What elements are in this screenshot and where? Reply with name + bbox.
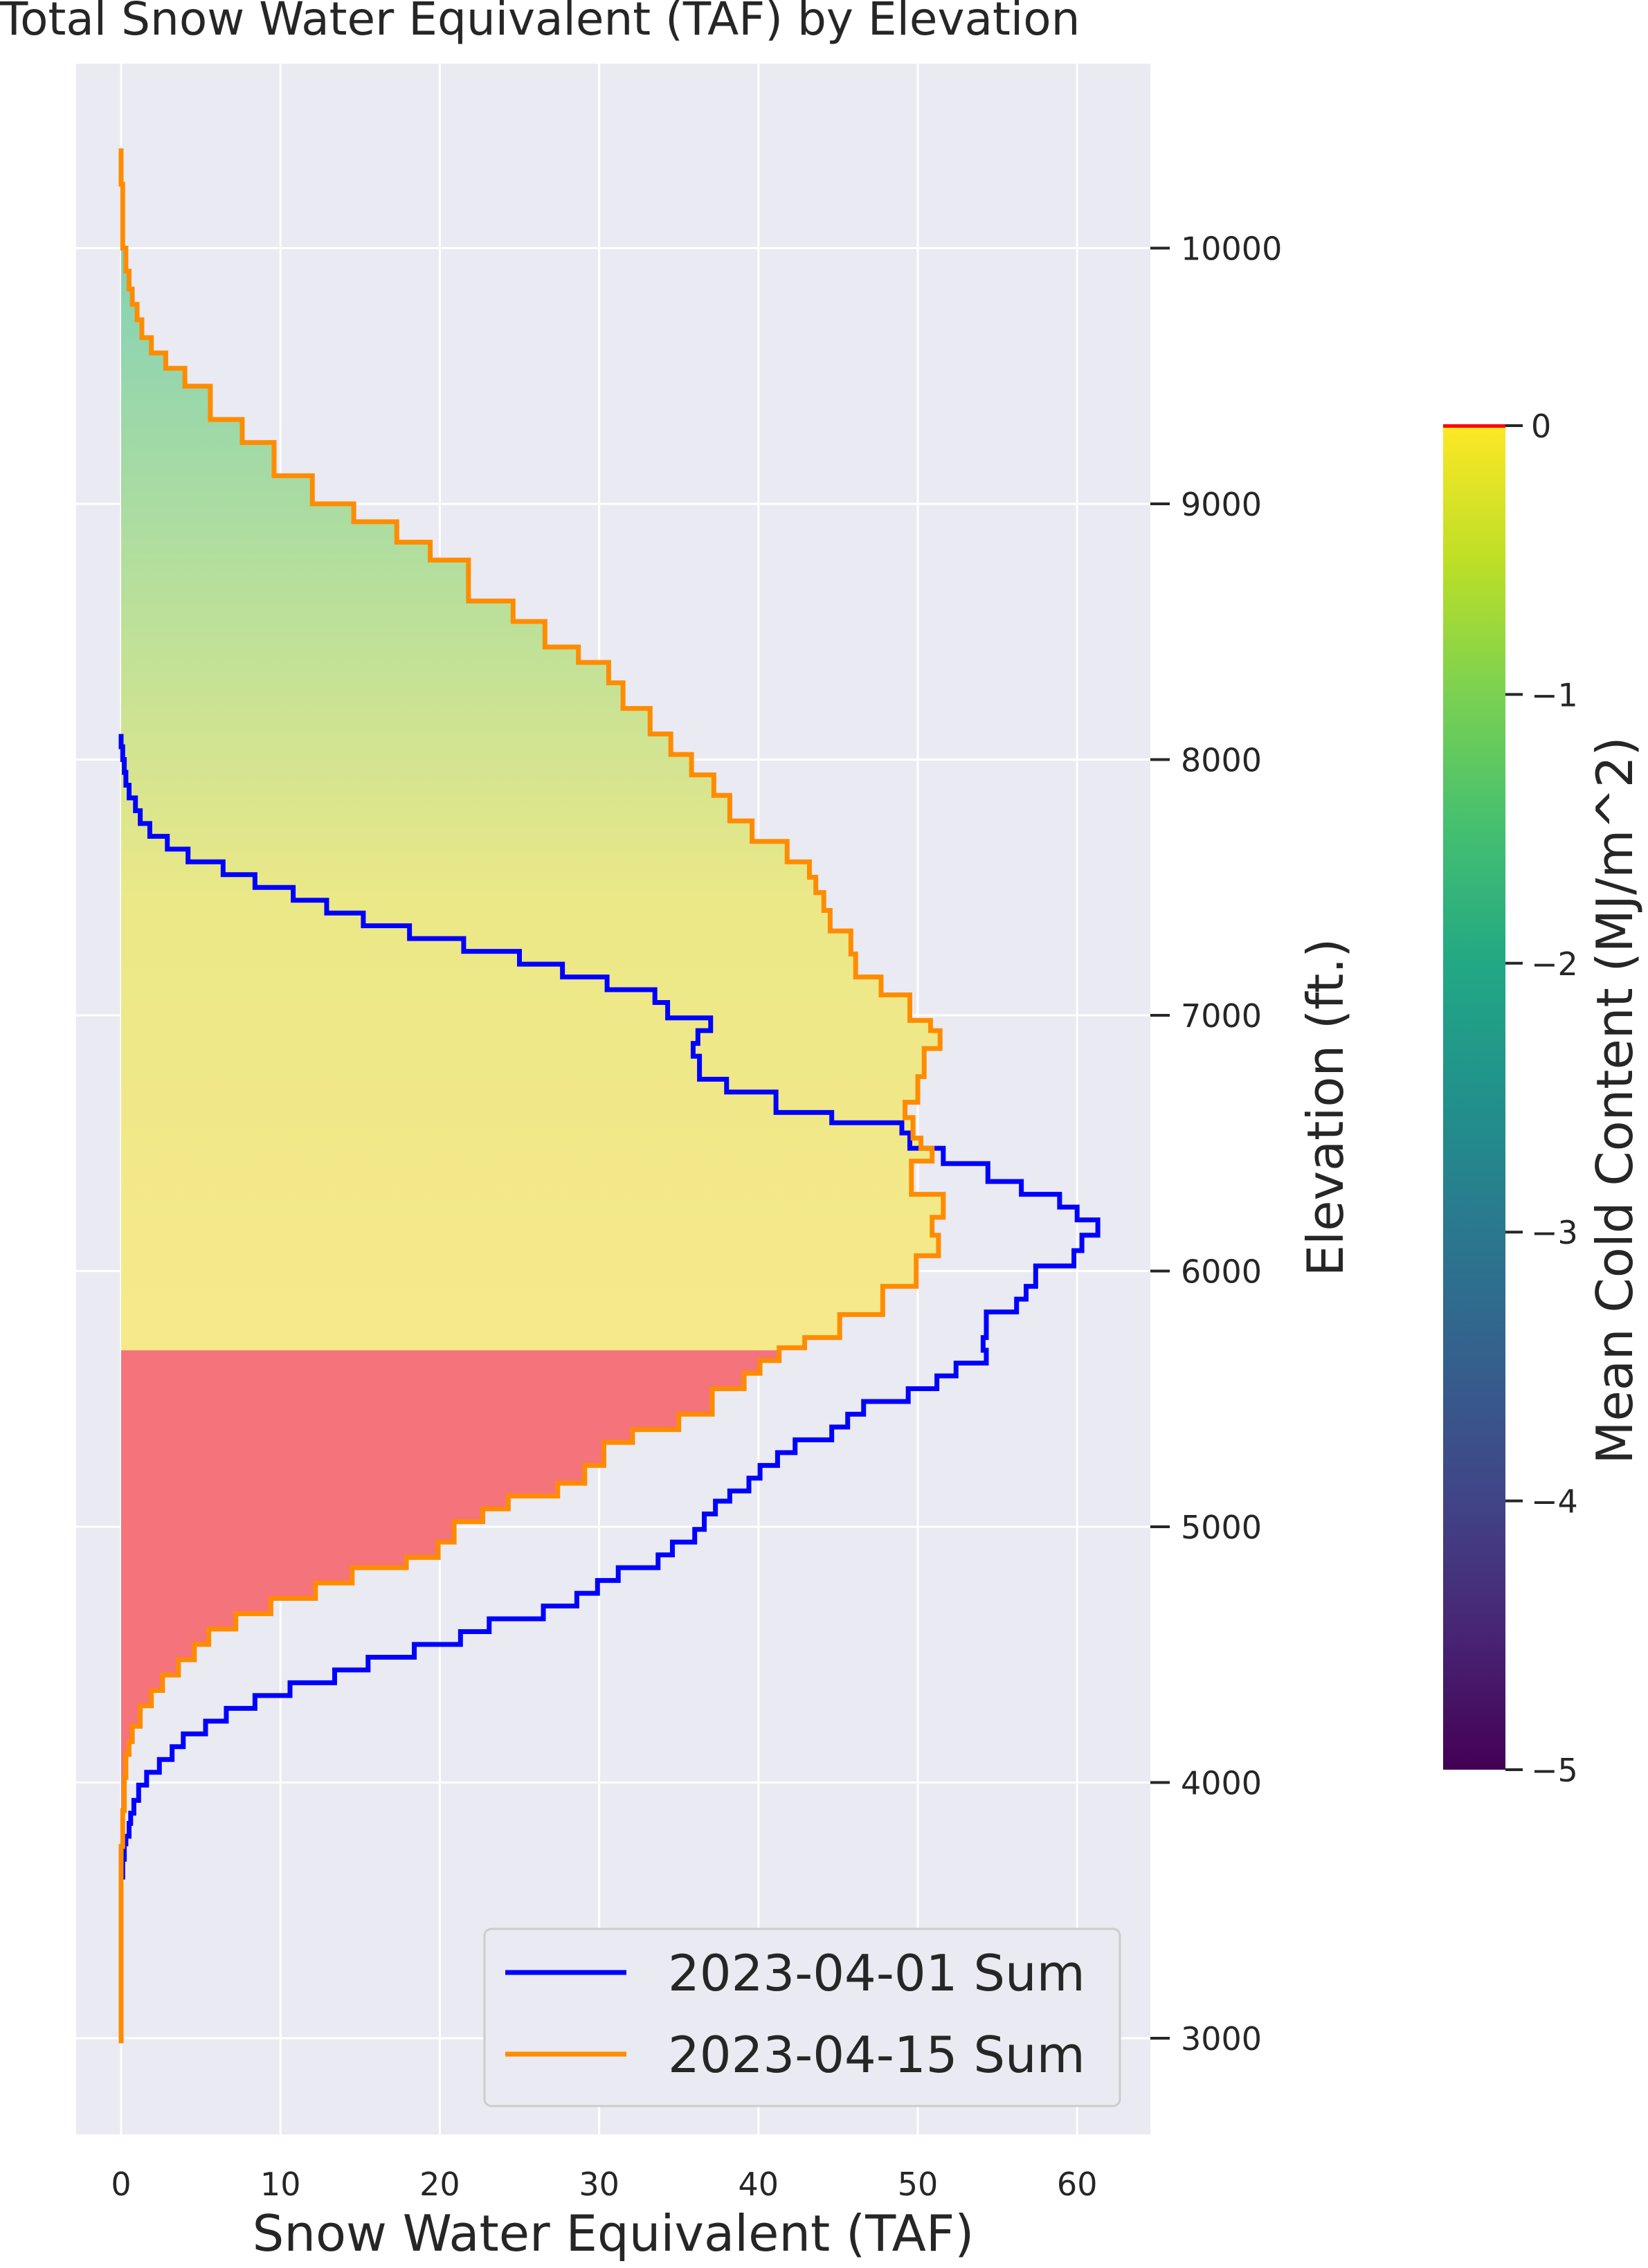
colorbar-tick-label: −1 [1531, 676, 1578, 714]
colorbar: 0 −1 −2 −3 −4 −5 Mean Cold Content (MJ/m^2) [1443, 408, 1644, 1789]
colorbar-gradient [1443, 426, 1505, 1770]
colorbar-ticks: 0 −1 −2 −3 −4 −5 [1505, 408, 1578, 1789]
y-axis-label: Elevation (ft.) [1296, 938, 1355, 1277]
y-axis-ticks: 3000 4000 5000 6000 7000 8000 9000 10000 [1150, 230, 1282, 2058]
legend: 2023-04-01 Sum 2023-04-15 Sum [483, 1927, 1121, 2107]
y-tick-label: 10000 [1181, 230, 1282, 268]
x-axis-ticks: 0 10 20 30 40 50 60 [111, 2166, 1097, 2203]
colorbar-tick-label: −3 [1531, 1214, 1578, 1251]
legend-label-2023-04-01: 2023-04-01 Sum [668, 1944, 1085, 2002]
legend-box [483, 1927, 1121, 2107]
y-tick-label: 9000 [1181, 486, 1262, 523]
y-tick-label: 3000 [1181, 2020, 1262, 2058]
series-line-2023-04-15 [118, 148, 946, 2044]
colorbar-tick-label: −2 [1531, 945, 1578, 983]
colorbar-tick-label: −5 [1531, 1752, 1578, 1789]
x-tick-label: 60 [1057, 2166, 1098, 2203]
x-tick-label: 30 [579, 2166, 619, 2203]
y-tick-label: 6000 [1181, 1253, 1262, 1291]
x-tick-label: 40 [739, 2166, 779, 2203]
colorbar-tick-label: 0 [1531, 408, 1551, 445]
series-line-2023-04-01 [118, 734, 1101, 1923]
colorbar-top-marker [1443, 424, 1505, 428]
y-tick-label: 8000 [1181, 742, 1262, 779]
x-tick-label: 50 [898, 2166, 939, 2203]
series-lines [118, 148, 1101, 2044]
x-tick-label: 10 [260, 2166, 301, 2203]
x-axis-label: Snow Water Equivalent (TAF) [253, 2204, 975, 2262]
legend-label-2023-04-15: 2023-04-15 Sum [668, 2026, 1085, 2084]
chart-title: Total Snow Water Equivalent (TAF) by Ele… [0, 0, 1080, 46]
y-tick-label: 5000 [1181, 1509, 1262, 1546]
y-tick-label: 4000 [1181, 1765, 1262, 1802]
colorbar-label: Mean Cold Content (MJ/m^2) [1586, 736, 1644, 1464]
x-tick-label: 0 [111, 2166, 131, 2203]
colorbar-tick-label: −4 [1531, 1483, 1578, 1521]
x-tick-label: 20 [419, 2166, 460, 2203]
y-tick-label: 7000 [1181, 997, 1262, 1035]
